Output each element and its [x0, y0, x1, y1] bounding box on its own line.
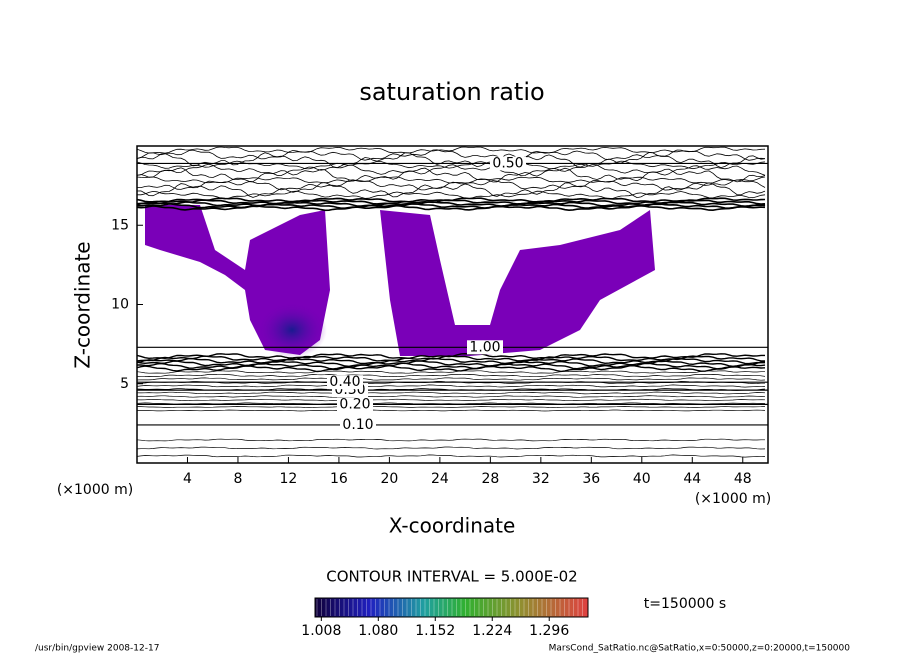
contour-label-bg	[327, 375, 363, 390]
contour-line	[137, 384, 766, 388]
contour-line	[137, 395, 766, 398]
contour-line	[137, 176, 766, 184]
filled-region	[145, 205, 655, 358]
x-unit: (×1000 m)	[695, 491, 771, 507]
contour-line	[137, 146, 766, 154]
y-axis-label: Z-coordinate	[71, 241, 95, 368]
contour-line	[137, 373, 766, 378]
contour-label: 0.10	[342, 417, 373, 433]
x-tick-label: 4	[183, 471, 192, 487]
contour-label-bg	[337, 397, 373, 412]
contour-line	[137, 398, 766, 402]
x-tick-label: 32	[532, 471, 550, 487]
contour-label-bg	[490, 156, 526, 171]
x-tick-label: 16	[330, 471, 348, 487]
contour-lines: 0.100.200.300.400.501.00	[137, 146, 768, 458]
contour-line	[137, 438, 765, 442]
contour-line	[137, 454, 766, 458]
contour-interval: CONTOUR INTERVAL = 5.000E-02	[326, 568, 577, 586]
contour-line	[137, 355, 765, 362]
x-tick-label: 44	[683, 471, 701, 487]
high-value-core	[257, 302, 327, 358]
filled-region	[380, 210, 655, 356]
y-tick-label: 15	[111, 217, 129, 233]
x-tick-label: 28	[481, 471, 499, 487]
contour-label: 1.00	[469, 339, 500, 355]
time-label: t=150000 s	[644, 596, 726, 612]
contour-label: 0.40	[329, 374, 360, 390]
colorbar	[314, 597, 589, 618]
colorbar-tick-label: 1.224	[472, 623, 512, 639]
chart-title: saturation ratio	[359, 78, 544, 106]
contour-line	[137, 409, 766, 412]
contour-line	[137, 163, 766, 177]
contour-label-bg	[340, 417, 376, 432]
y-tick-label: 5	[120, 376, 129, 392]
x-tick-label: 12	[280, 471, 298, 487]
contour-line	[137, 190, 766, 200]
colorbar-tick-label: 1.152	[415, 623, 455, 639]
contour-line	[137, 167, 766, 183]
contour-line	[137, 391, 766, 395]
x-tick-label: 48	[734, 471, 752, 487]
contour-line	[137, 364, 766, 373]
x-tick-label: 8	[233, 471, 242, 487]
contour-line	[137, 377, 766, 381]
contour-line	[137, 446, 766, 450]
contour-line	[137, 179, 766, 191]
y-unit: (×1000 m)	[57, 482, 133, 498]
colorbar-tick-label: 1.080	[358, 623, 398, 639]
x-tick-label: 36	[582, 471, 600, 487]
footer-left: /usr/bin/gpview 2008-12-17	[35, 644, 159, 654]
x-tick-label: 24	[431, 471, 449, 487]
contour-line	[137, 359, 766, 368]
contour-line	[137, 204, 766, 212]
contour-line	[137, 406, 766, 408]
contour-line	[137, 370, 765, 374]
contour-label: 0.20	[339, 396, 370, 412]
contour-line	[137, 160, 766, 170]
y-tick-label: 10	[111, 297, 129, 313]
x-tick-label: 40	[633, 471, 651, 487]
contour-line	[137, 199, 766, 205]
contour-line	[137, 182, 766, 199]
x-tick-label: 20	[380, 471, 398, 487]
footer-right: MarsCond_SatRatio.nc@SatRatio,x=0:50000,…	[549, 644, 851, 654]
contour-line	[137, 152, 766, 169]
colorbar-tick-label: 1.296	[529, 623, 569, 639]
x-axis-label: X-coordinate	[389, 514, 516, 538]
contour-label-bg	[467, 340, 503, 355]
colorbar-tick-label: 1.008	[301, 623, 341, 639]
contour-label: 0.50	[492, 155, 523, 171]
